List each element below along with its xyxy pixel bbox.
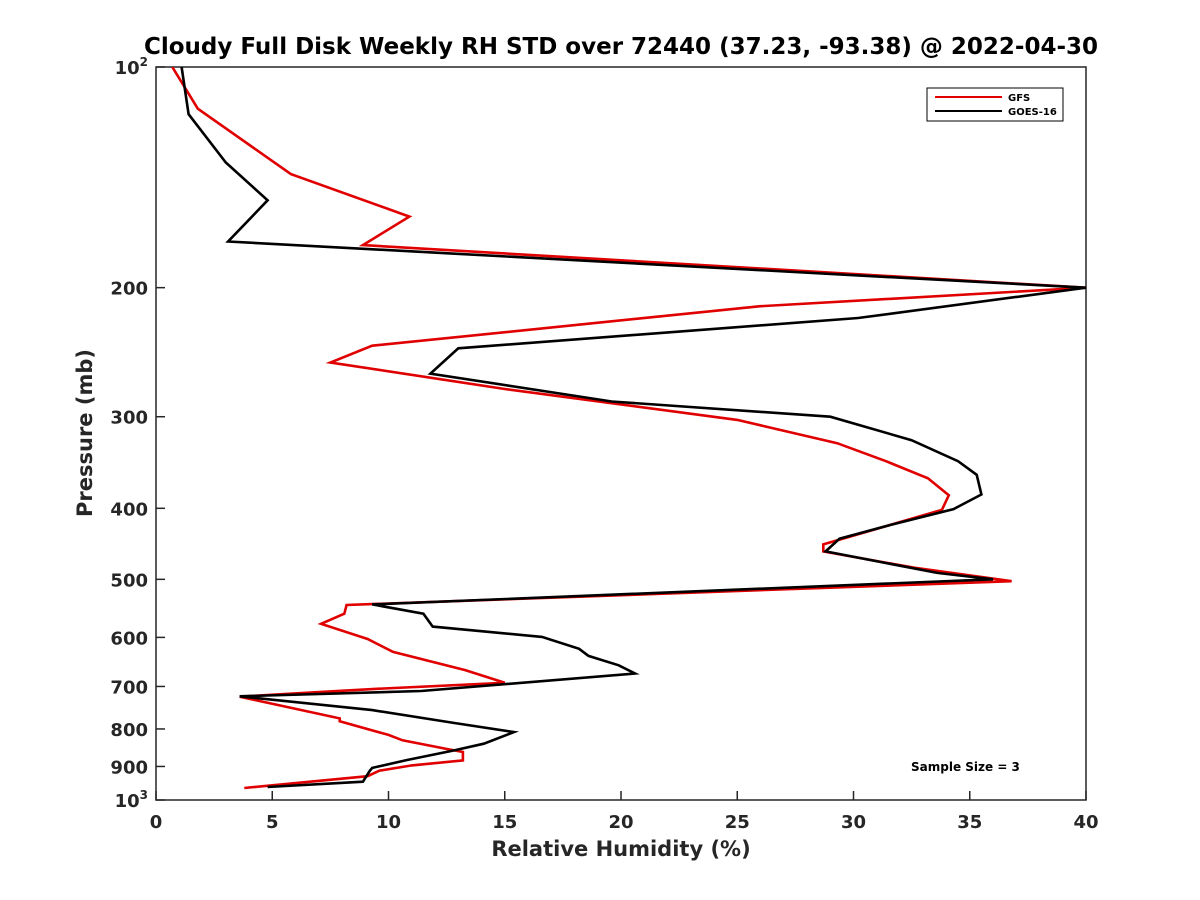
series-lines bbox=[171, 67, 1086, 790]
x-tick-label: 35 bbox=[957, 812, 982, 833]
x-tick-label: 5 bbox=[266, 812, 279, 833]
y-tick-label: 900 bbox=[110, 757, 148, 778]
y-tick-label: 600 bbox=[110, 628, 148, 649]
y-tick-label: 700 bbox=[110, 677, 148, 698]
x-tick-label: 40 bbox=[1073, 812, 1098, 833]
legend: GFS GOES-16 bbox=[926, 87, 1064, 122]
series-line-goes16 bbox=[180, 67, 1086, 789]
y-tick-label: 103 bbox=[115, 788, 148, 812]
series-line-gfs bbox=[171, 67, 1086, 790]
legend-label-goes16: GOES-16 bbox=[1008, 107, 1057, 118]
x-tick-label: 30 bbox=[841, 812, 866, 833]
x-tick-label: 15 bbox=[492, 812, 517, 833]
legend-box bbox=[926, 87, 1064, 122]
y-tick-label: 102 bbox=[115, 55, 148, 79]
y-tick-label: 500 bbox=[110, 570, 148, 591]
y-tick-label: 800 bbox=[110, 720, 148, 741]
x-tick-label: 25 bbox=[725, 812, 750, 833]
x-axis-ticks: 0 5 10 15 20 25 30 35 40 bbox=[150, 791, 1099, 833]
legend-label-gfs: GFS bbox=[1008, 93, 1030, 104]
x-tick-label: 20 bbox=[608, 812, 633, 833]
y-tick-label: 400 bbox=[110, 499, 148, 520]
x-axis-label: Relative Humidity (%) bbox=[491, 837, 750, 861]
y-tick-base: 10 bbox=[115, 58, 140, 79]
y-tick-label: 200 bbox=[110, 279, 148, 300]
y-tick-label: 300 bbox=[110, 408, 148, 429]
sample-size-annotation: Sample Size = 3 bbox=[911, 760, 1020, 774]
chart-title: Cloudy Full Disk Weekly RH STD over 7244… bbox=[144, 34, 1098, 60]
y-tick-base: 10 bbox=[115, 791, 140, 812]
y-tick-exponent: 2 bbox=[140, 55, 148, 69]
x-tick-label: 0 bbox=[150, 812, 163, 833]
y-tick-exponent: 3 bbox=[140, 788, 148, 802]
x-tick-label: 10 bbox=[376, 812, 401, 833]
y-axis-label: Pressure (mb) bbox=[73, 349, 97, 517]
